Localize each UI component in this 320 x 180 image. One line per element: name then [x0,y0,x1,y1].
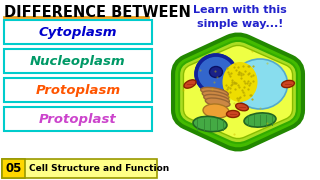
Ellipse shape [196,55,236,93]
Ellipse shape [205,98,230,107]
Ellipse shape [184,80,196,88]
Text: Protoplasm: Protoplasm [36,84,121,96]
Ellipse shape [244,113,276,127]
Text: Cytoplasm: Cytoplasm [39,26,117,39]
Ellipse shape [202,91,229,100]
PathPatch shape [183,45,292,139]
Ellipse shape [210,66,222,78]
Ellipse shape [204,94,229,103]
Ellipse shape [227,111,239,118]
Text: Learn with this
simple way...!: Learn with this simple way...! [193,5,287,29]
Ellipse shape [282,80,294,88]
Ellipse shape [236,103,248,111]
Ellipse shape [233,59,287,109]
FancyBboxPatch shape [2,159,25,178]
Ellipse shape [193,116,227,132]
Text: DIFFERENCE BETWEEN: DIFFERENCE BETWEEN [4,5,191,20]
PathPatch shape [173,35,303,149]
Text: Protoplast: Protoplast [39,112,117,125]
Ellipse shape [222,62,258,102]
FancyBboxPatch shape [4,107,152,131]
Text: 05: 05 [5,162,22,175]
Ellipse shape [203,104,229,118]
PathPatch shape [179,41,297,143]
Ellipse shape [201,87,228,97]
FancyBboxPatch shape [4,49,152,73]
Text: Cell Structure and Function: Cell Structure and Function [29,164,169,173]
FancyBboxPatch shape [4,78,152,102]
FancyBboxPatch shape [2,159,157,178]
FancyBboxPatch shape [4,20,152,44]
Text: Nucleoplasm: Nucleoplasm [30,55,126,68]
